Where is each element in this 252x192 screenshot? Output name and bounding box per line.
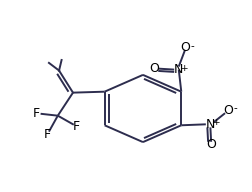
Text: O: O: [222, 104, 232, 117]
Text: F: F: [33, 107, 40, 120]
Text: -: -: [233, 103, 237, 114]
Text: O: O: [179, 41, 189, 54]
Text: O: O: [205, 138, 215, 151]
Text: F: F: [73, 120, 80, 133]
Text: +: +: [211, 118, 219, 127]
Text: N: N: [173, 63, 183, 76]
Text: -: -: [190, 41, 193, 51]
Text: +: +: [180, 64, 187, 73]
Text: O: O: [149, 62, 159, 75]
Text: N: N: [205, 118, 214, 131]
Text: F: F: [44, 128, 51, 141]
